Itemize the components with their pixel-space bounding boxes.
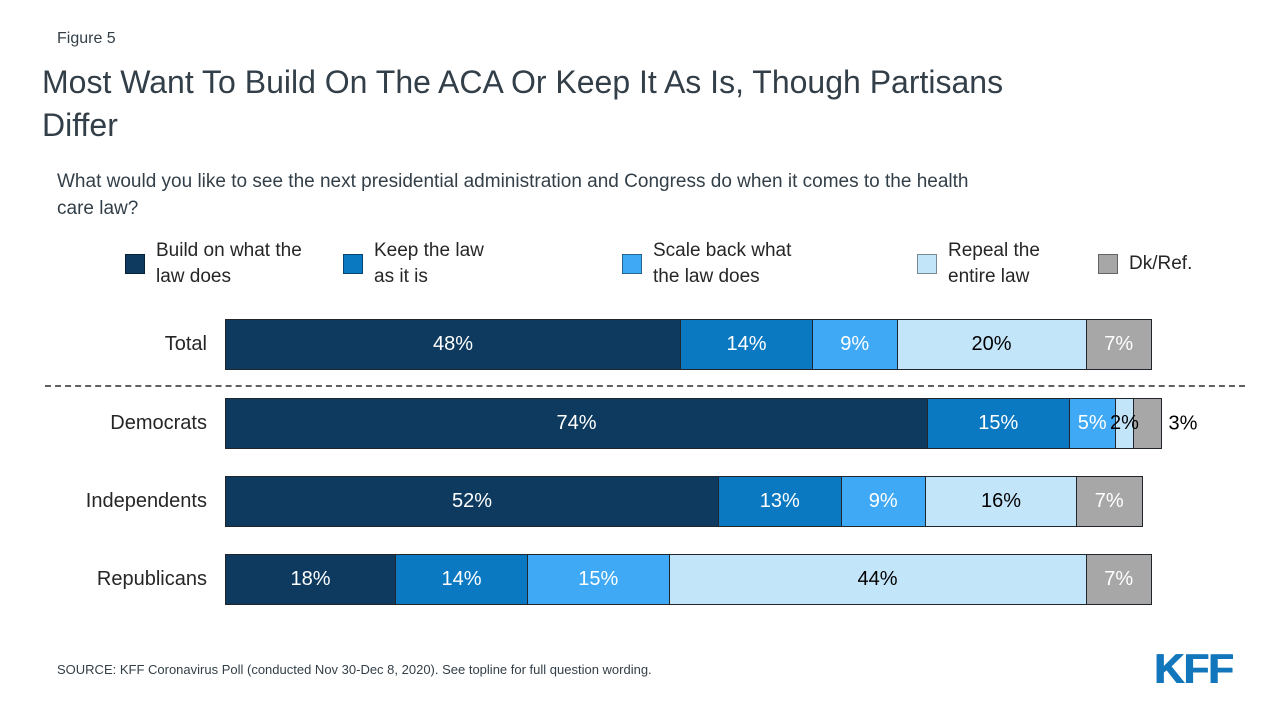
row-label: Total [164,333,207,355]
row-label: Democrats [110,412,207,434]
bar-segment: 52% [225,476,719,527]
legend-item-scale-back: Scale back what the law does [622,238,791,290]
bar-value-label: 74% [556,412,597,434]
bar-value-label: 52% [451,490,493,512]
bar-segment: 14% [395,554,528,605]
row-label: Independents [85,490,207,512]
bar-track: 48% 14% 9% 20% 7% [225,319,1175,370]
bar-value-label: 2% [1110,412,1139,434]
bar-segment: 74% [225,398,928,449]
legend-label: Scale back what the law does [653,240,792,287]
bar-segment: 16% [925,476,1077,527]
bar-value-label: 3% [1168,412,1198,434]
legend-swatch-build [125,254,145,274]
chart-row-republicans: Republicans 18% 14% 15% 44% 7% [42,554,1235,605]
survey-question: What would you like to see the next pres… [57,171,969,219]
bar-value-label: 7% [1094,490,1124,512]
legend-label: Dk/Ref. [1129,253,1193,274]
bar-value-label: 5% [1077,412,1107,434]
bar-segment: 2% [1110,398,1139,449]
legend-item-keep: Keep the law as it is [343,238,484,290]
bar-value-label: 7% [1104,568,1134,590]
bar-value-label: 15% [978,412,1019,434]
bar-value-label: 14% [726,333,767,355]
stacked-bar-chart: Total 48% 14% 9% 20% 7% Democrats 74% 15% 5% 2% 3% I… [42,319,1245,605]
row-label: Republicans [96,568,207,590]
separator-dashed-line [45,385,1245,387]
chart-row-democrats: Democrats 74% 15% 5% 2% 3% [42,398,1235,449]
source-note: SOURCE: KFF Coronavirus Poll (conducted … [57,661,652,677]
bar-value-label: 13% [759,490,800,512]
chart-row-independents: Independents 52% 13% 9% 16% 7% [42,476,1235,527]
bar-segment: 5% [1068,398,1116,449]
bar-value-label: 44% [857,568,898,590]
bar-segment: 18% [225,554,396,605]
bar-value-label: 7% [1104,333,1134,355]
bar-segment: 7% [1076,476,1143,527]
bar-value-label: 9% [840,333,870,355]
bar-segment: 14% [680,319,813,370]
bar-segment: 15% [527,554,670,605]
legend-item-repeal: Repeal the entire law [917,238,1040,290]
bar-segment: 15% [927,398,1070,449]
chart-title: Most Want To Build On The ACA Or Keep It… [42,64,1004,143]
bar-value-label: 20% [971,333,1012,355]
bar-value-label: 16% [980,490,1022,512]
bar-segment: 13% [718,476,842,527]
legend-item-build: Build on what the law does [125,238,302,290]
bar-segment: 3% [1133,398,1197,449]
bar-segment: 48% [225,319,681,370]
bar-track: 74% 15% 5% 2% 3% [225,398,1197,449]
figure-label: Figure 5 [57,30,116,47]
footer: SOURCE: KFF Coronavirus Poll (conducted … [42,645,1235,693]
bar-segment: 20% [896,319,1087,370]
legend-swatch-dkref [1098,254,1118,274]
bar-value-label: 18% [290,568,331,590]
bar-value-label: 9% [868,490,898,512]
legend-swatch-scale-back [622,254,642,274]
bar-segment: 9% [812,319,898,370]
chart-row-total: Total 48% 14% 9% 20% 7% [42,319,1235,370]
legend: Build on what the law does Keep the law … [42,231,1235,297]
legend-swatch-keep [343,254,363,274]
bar-value-label: 48% [432,333,474,355]
legend-item-dkref: Dk/Ref. [1098,251,1192,277]
bar-track: 52% 13% 9% 16% 7% [225,476,1175,527]
bar-segment: 9% [840,476,926,527]
bar-segment: 44% [668,554,1087,605]
kff-logo: KFF [1154,645,1234,692]
legend-label: Build on what the law does [156,240,302,287]
bar-track: 18% 14% 15% 44% 7% [225,554,1175,605]
legend-swatch-repeal [917,254,937,274]
bar-value-label: 15% [578,568,619,590]
legend-label: Repeal the entire law [948,240,1040,287]
bar-segment: 7% [1085,554,1152,605]
bar-value-label: 14% [441,568,482,590]
legend-label: Keep the law as it is [374,240,484,287]
bar-segment: 7% [1085,319,1152,370]
